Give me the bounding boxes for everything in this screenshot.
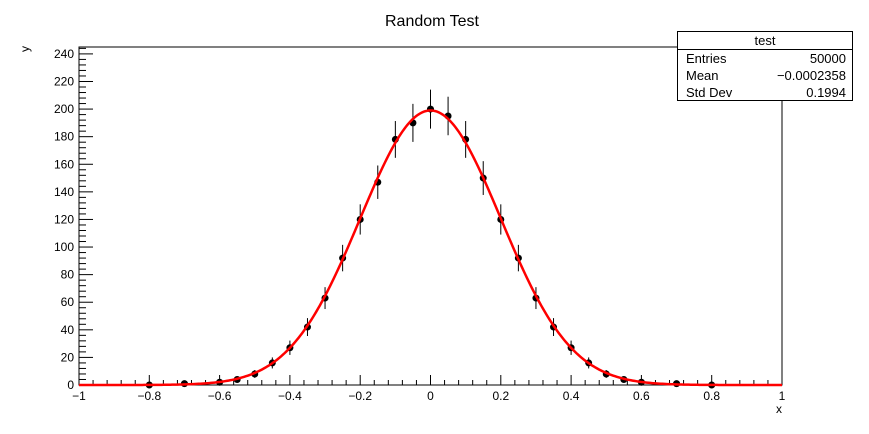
data-points-group xyxy=(145,105,716,389)
y-tick-label: 120 xyxy=(54,212,74,226)
stats-label: Entries xyxy=(686,51,727,66)
stats-label: Mean xyxy=(686,68,719,83)
y-axis-label: y xyxy=(18,46,32,52)
stats-row-std-dev: Std Dev 0.1994 xyxy=(678,84,852,101)
y-tick-label: 200 xyxy=(54,102,74,116)
stats-value: 50000 xyxy=(809,51,846,66)
stats-row-entries: Entries 50000 xyxy=(678,50,852,67)
x-axis-ticks: −1 −0.8 −0.6 −0.4 −0.2 0 0.2 0.4 0.6 0.8 1 xyxy=(72,375,786,403)
x-tick-label: −0.8 xyxy=(137,389,161,403)
y-tick-label: 220 xyxy=(54,74,74,88)
x-tick-label: 1 xyxy=(779,389,786,403)
y-tick-label: 100 xyxy=(54,240,74,254)
x-tick-label: 0.8 xyxy=(703,389,720,403)
y-axis-ticks: 0 20 40 60 80 100 120 140 160 180 200 220 240 xyxy=(54,47,93,392)
y-tick-label: 180 xyxy=(54,130,74,144)
y-tick-label: 40 xyxy=(61,323,75,337)
x-tick-label: −1 xyxy=(72,389,86,403)
stats-label: Std Dev xyxy=(686,85,733,100)
x-tick-label: 0.2 xyxy=(492,389,509,403)
error-bars-group xyxy=(148,89,713,385)
y-tick-label: 0 xyxy=(67,378,74,392)
x-tick-label: −0.6 xyxy=(208,389,232,403)
y-tick-label: 140 xyxy=(54,185,74,199)
stats-box: test Entries 50000 Mean −0.0002358 Std D… xyxy=(677,31,853,101)
x-tick-label: 0.4 xyxy=(563,389,580,403)
x-axis-label: x xyxy=(776,402,782,416)
stats-value: −0.0002358 xyxy=(776,68,846,83)
fit-curve xyxy=(79,109,782,387)
y-tick-label: 240 xyxy=(54,47,74,61)
y-tick-label: 80 xyxy=(61,268,75,282)
y-tick-label: 160 xyxy=(54,157,74,171)
y-tick-label: 60 xyxy=(61,295,75,309)
stats-value: 0.1994 xyxy=(806,85,846,100)
stats-title: test xyxy=(678,32,852,50)
x-tick-label: 0 xyxy=(427,389,434,403)
stats-row-mean: Mean −0.0002358 xyxy=(678,67,852,84)
x-tick-label: −0.4 xyxy=(278,389,302,403)
y-tick-label: 20 xyxy=(61,350,75,364)
chart-title: Random Test xyxy=(385,13,480,30)
x-tick-label: 0.6 xyxy=(633,389,650,403)
x-tick-label: −0.2 xyxy=(348,389,372,403)
